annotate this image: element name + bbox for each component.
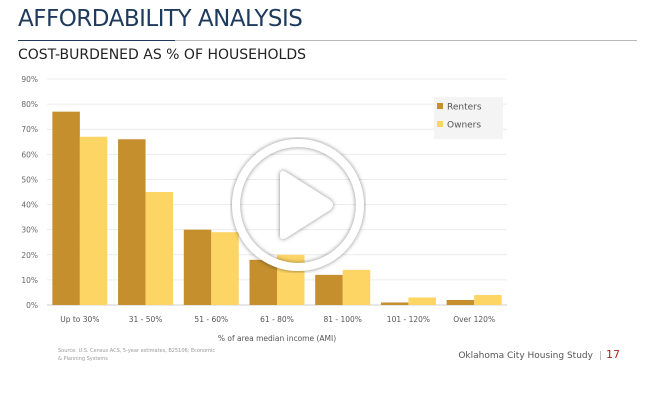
x-axis-label: % of area median income (AMI)	[218, 334, 336, 343]
bar-renters	[446, 299, 475, 305]
legend-label-owners: Owners	[447, 121, 481, 131]
footer-separator: |	[598, 351, 602, 361]
y-tick-label: 40%	[21, 201, 38, 210]
title-rule-accent	[18, 40, 175, 41]
y-tick-label: 30%	[21, 226, 38, 235]
bar-renters	[380, 302, 409, 305]
bar-owners	[145, 192, 174, 305]
legend-swatch-renters	[437, 103, 443, 109]
x-tick-label: Up to 30%	[60, 315, 99, 324]
x-tick-label: 51 - 60%	[194, 315, 228, 324]
x-tick-label: 101 - 120%	[387, 315, 430, 324]
x-tick-label: 31 - 50%	[129, 315, 163, 324]
bar-renters	[249, 259, 277, 305]
page-number: 17	[606, 348, 620, 361]
bar-renters	[52, 111, 80, 306]
bar-renters	[118, 139, 146, 305]
x-tick-label: Over 120%	[453, 315, 495, 324]
x-tick-label: 81 - 100%	[323, 315, 361, 324]
bar-owners	[211, 232, 239, 305]
title-rule	[175, 40, 637, 41]
y-tick-label: 50%	[21, 175, 38, 184]
y-tick-label: 0%	[26, 301, 38, 310]
footer-study-name: Oklahoma City Housing Study	[458, 351, 593, 361]
slide-subtitle: COST-BURDENED AS % OF HOUSEHOLDS	[18, 47, 306, 63]
y-tick-label: 60%	[21, 150, 38, 159]
bar-renters	[315, 274, 343, 305]
bar-owners	[408, 297, 436, 305]
y-tick-label: 90%	[21, 75, 38, 84]
y-tick-label: 10%	[21, 276, 38, 285]
footer: Oklahoma City Housing Study | 17	[458, 348, 620, 361]
y-tick-label: 70%	[21, 125, 38, 134]
y-tick-label: 80%	[21, 100, 38, 109]
legend-swatch-owners	[437, 121, 443, 127]
bar-owners	[474, 294, 502, 305]
legend-box	[434, 97, 503, 139]
y-tick-label: 20%	[21, 251, 38, 260]
play-icon[interactable]	[230, 137, 366, 273]
bar-owners	[342, 269, 371, 305]
x-tick-label: 61 - 80%	[260, 315, 294, 324]
legend-label-renters: Renters	[447, 103, 482, 113]
bar-owners	[79, 136, 108, 305]
source-note: Source: U.S. Census ACS, 5-year estimate…	[58, 348, 216, 362]
slide-title: AFFORDABILITY ANALYSIS	[18, 6, 303, 32]
bar-renters	[183, 229, 212, 305]
